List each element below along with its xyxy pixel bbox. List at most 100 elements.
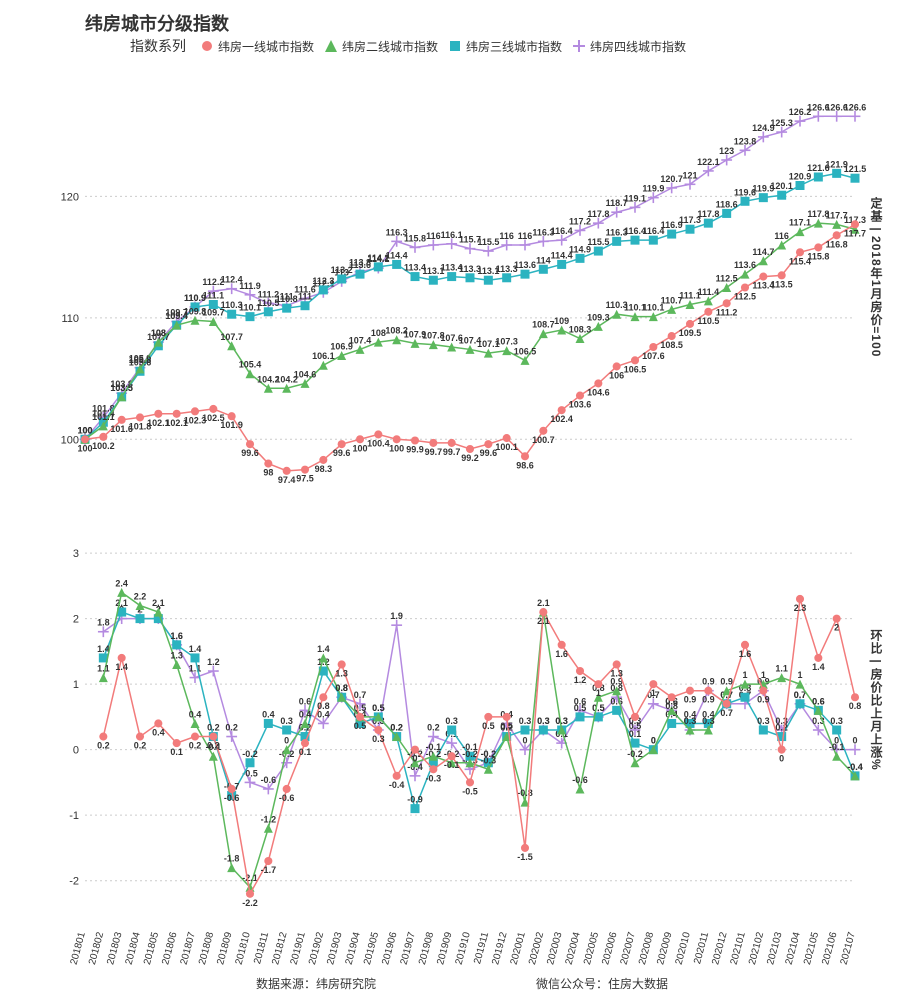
svg-text:-0.4: -0.4 (389, 780, 405, 790)
svg-text:0.3: 0.3 (684, 716, 697, 726)
svg-text:-2: -2 (69, 876, 79, 888)
svg-text:117.7: 117.7 (844, 228, 866, 238)
svg-text:115.8: 115.8 (404, 233, 426, 243)
svg-text:201803: 201803 (105, 931, 124, 967)
chart-title: 纬房城市分级指数 (85, 10, 229, 36)
svg-text:0: 0 (651, 736, 656, 746)
svg-text:114.7: 114.7 (752, 247, 774, 257)
svg-text:1.4: 1.4 (189, 644, 202, 654)
svg-text:0: 0 (779, 754, 784, 764)
legend-marker-circle (200, 39, 214, 53)
svg-text:201902: 201902 (307, 931, 326, 967)
svg-text:100.2: 100.2 (92, 441, 115, 451)
svg-text:1.4: 1.4 (115, 662, 128, 672)
legend-label-tier1: 纬房一线城市指数 (218, 38, 314, 55)
svg-text:98.6: 98.6 (516, 460, 534, 470)
svg-text:106.5: 106.5 (624, 364, 647, 374)
svg-text:116: 116 (518, 231, 533, 241)
svg-text:0: 0 (852, 736, 857, 746)
svg-text:-0.3: -0.3 (426, 773, 442, 783)
svg-text:0.5: 0.5 (629, 721, 642, 731)
legend-item-tier2: 纬房二线城市指数 (324, 38, 438, 55)
svg-text:201806: 201806 (160, 931, 179, 967)
legend: 指数系列 纬房一线城市指数 纬房二线城市指数 纬房三线城市指数 纬房四线城市指数 (130, 36, 686, 56)
svg-text:123.8: 123.8 (734, 136, 757, 146)
svg-text:107.6: 107.6 (642, 351, 665, 361)
svg-text:0.6: 0.6 (610, 696, 623, 706)
svg-text:-0.2: -0.2 (242, 749, 258, 759)
svg-text:202101: 202101 (729, 931, 748, 967)
svg-text:1.1: 1.1 (97, 664, 110, 674)
svg-text:0.6: 0.6 (299, 696, 312, 706)
svg-text:113.5: 113.5 (771, 279, 793, 289)
svg-text:-2.1: -2.1 (242, 873, 258, 883)
svg-text:-0.1: -0.1 (829, 742, 845, 752)
svg-text:98.3: 98.3 (315, 464, 333, 474)
svg-text:110.8: 110.8 (276, 294, 298, 304)
svg-text:0.7: 0.7 (720, 708, 733, 718)
svg-text:-1: -1 (69, 810, 79, 822)
svg-text:105.8: 105.8 (129, 355, 152, 365)
svg-text:0.3: 0.3 (519, 716, 532, 726)
svg-text:0.8: 0.8 (849, 701, 862, 711)
svg-text:1: 1 (797, 670, 802, 680)
svg-text:0.2: 0.2 (390, 723, 403, 733)
svg-text:1.1: 1.1 (189, 664, 202, 674)
chart-container: 纬房城市分级指数 指数系列 纬房一线城市指数 纬房二线城市指数 纬房三线城市指数… (0, 0, 924, 1000)
svg-text:0.9: 0.9 (684, 695, 697, 705)
legend-label-tier2: 纬房二线城市指数 (342, 38, 438, 55)
svg-text:0.2: 0.2 (134, 741, 147, 751)
svg-text:115.5: 115.5 (587, 237, 609, 247)
svg-text:1: 1 (761, 670, 766, 680)
svg-text:202012: 202012 (710, 931, 729, 967)
svg-text:122.1: 122.1 (697, 157, 720, 167)
svg-text:201807: 201807 (179, 931, 198, 967)
svg-text:0: 0 (412, 754, 417, 764)
svg-text:-0.1: -0.1 (426, 742, 442, 752)
svg-text:100.4: 100.4 (367, 438, 390, 448)
svg-text:0.4: 0.4 (189, 709, 202, 719)
svg-text:120.7: 120.7 (660, 174, 683, 184)
svg-text:201904: 201904 (344, 931, 363, 967)
svg-text:1.3: 1.3 (610, 668, 623, 678)
svg-text:0.3: 0.3 (372, 734, 385, 744)
svg-text:201906: 201906 (380, 931, 399, 967)
svg-text:120.1: 120.1 (770, 181, 793, 191)
svg-text:201801: 201801 (69, 931, 88, 967)
svg-text:107.7: 107.7 (220, 332, 243, 342)
svg-text:0.2: 0.2 (427, 723, 440, 733)
svg-text:0.9: 0.9 (757, 695, 770, 705)
svg-text:0.1: 0.1 (170, 747, 183, 757)
svg-text:2.1: 2.1 (537, 616, 550, 626)
svg-text:1: 1 (596, 688, 601, 698)
top-chart: 100110120100101.8103.8105.9108109.7110.9… (50, 65, 880, 505)
svg-text:2.1: 2.1 (115, 598, 128, 608)
svg-text:114: 114 (536, 255, 551, 265)
svg-text:99.7: 99.7 (443, 447, 461, 457)
svg-text:201908: 201908 (417, 931, 436, 967)
top-chart-y-label: 定基 | 2018年1月房价=100 (868, 197, 885, 357)
svg-text:202005: 202005 (582, 931, 601, 967)
svg-text:112.5: 112.5 (716, 274, 738, 284)
svg-text:100: 100 (352, 443, 367, 453)
bottom-chart: -2-101231.82221.61.11.20.2-0.5-0.6-0.20.… (50, 530, 880, 985)
svg-text:106.1: 106.1 (312, 351, 335, 361)
svg-text:-2.2: -2.2 (242, 898, 258, 908)
svg-text:105.4: 105.4 (239, 360, 262, 370)
svg-text:0: 0 (73, 745, 79, 757)
svg-text:0.2: 0.2 (97, 741, 110, 751)
legend-item-tier1: 纬房一线城市指数 (200, 38, 314, 55)
svg-text:106: 106 (609, 370, 624, 380)
svg-text:-1.2: -1.2 (261, 814, 277, 824)
svg-text:116: 116 (499, 231, 514, 241)
svg-text:0.7: 0.7 (354, 690, 367, 700)
svg-text:100: 100 (389, 443, 404, 453)
svg-text:121: 121 (682, 170, 697, 180)
svg-text:121.5: 121.5 (844, 164, 867, 174)
svg-text:1.8: 1.8 (97, 618, 110, 628)
svg-text:98: 98 (263, 468, 273, 478)
svg-text:0.5: 0.5 (500, 721, 513, 731)
svg-text:0.3: 0.3 (445, 716, 458, 726)
svg-text:2.3: 2.3 (794, 603, 807, 613)
svg-text:0.8: 0.8 (335, 683, 348, 693)
